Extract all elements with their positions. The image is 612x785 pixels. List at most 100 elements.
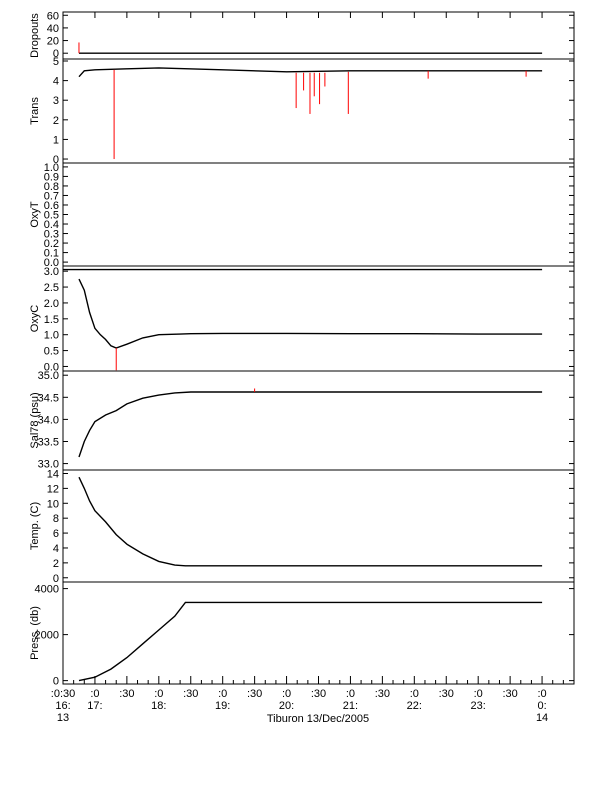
- x-tick-hour-label: 18:: [151, 700, 166, 712]
- x-tick-label: :30: [375, 688, 390, 700]
- y-tick-label: 34.0: [38, 414, 59, 426]
- x-tick-hour-label: 16:: [55, 700, 70, 712]
- x-tick-label: :0: [410, 688, 419, 700]
- y-tick-label: 33.0: [38, 459, 59, 471]
- y-tick-label: 0: [53, 676, 59, 688]
- y-tick-label: 0.5: [44, 346, 59, 358]
- x-day-label-end: 14: [536, 712, 548, 724]
- x-axis-title: Tiburon 13/Dec/2005: [267, 713, 369, 725]
- y-axis-label: Sal78 (psu): [29, 392, 41, 448]
- y-tick-label: 20: [47, 36, 59, 48]
- y-tick-label: 0.2: [44, 238, 59, 250]
- y-tick-label: 1.0: [44, 330, 59, 342]
- y-tick-label: 4: [53, 76, 59, 88]
- data-series-line: [78, 391, 543, 458]
- y-tick-label: 0.0: [44, 257, 59, 269]
- y-tick-label: 4000: [35, 584, 59, 596]
- y-tick-label: 0.3: [44, 229, 59, 241]
- y-tick-label: 12: [47, 483, 59, 495]
- x-tick-label: :30: [502, 688, 517, 700]
- x-tick-hour-label: 21:: [343, 700, 358, 712]
- y-tick-label: 60: [47, 10, 59, 22]
- data-series-line: [78, 601, 543, 682]
- x-tick-label: :0: [90, 688, 99, 700]
- panel-frame: [62, 58, 575, 164]
- y-tick-label: 3: [53, 95, 59, 107]
- x-tick-label: :30: [183, 688, 198, 700]
- x-tick-hour-label: 0:: [537, 700, 546, 712]
- y-tick-label: 0.5: [44, 210, 59, 222]
- x-tick-hour-label: 20:: [279, 700, 294, 712]
- panel-7: 0 2000 4000 Press. (db): [29, 581, 575, 688]
- x-tick-label: :0:30: [51, 688, 75, 700]
- y-tick-label: 0.6: [44, 200, 59, 212]
- panel-frame: [62, 370, 575, 471]
- x-tick-hour-label: 19:: [215, 700, 230, 712]
- x-tick-label: :0: [346, 688, 355, 700]
- y-tick-label: 0.7: [44, 190, 59, 202]
- y-tick-label: 0.9: [44, 171, 59, 183]
- y-tick-label: 40: [47, 23, 59, 35]
- y-tick-label: 5: [53, 56, 59, 68]
- panel-frame: [62, 581, 575, 685]
- y-tick-label: 0: [53, 573, 59, 585]
- panel-6: 0 2 4 6 8 10 12 14 Temp. (C): [29, 468, 575, 585]
- panel-5: 33.0 33.5 34.0 34.5 35.0 Sal78 (psu): [29, 370, 575, 471]
- x-tick-label: :0: [537, 688, 546, 700]
- y-tick-label: 3.0: [44, 266, 59, 278]
- y-axis-label: Press. (db): [29, 606, 41, 660]
- y-tick-label: 34.5: [38, 392, 59, 404]
- x-tick-hour-label: 17:: [87, 700, 102, 712]
- y-tick-label: 0.4: [44, 219, 59, 231]
- panel-frame: [62, 11, 575, 60]
- time-axis-group: :0:3016::017::30:018::30:019::30:020::30…: [51, 12, 564, 724]
- y-tick-label: 10: [47, 498, 59, 510]
- y-tick-label: 0: [53, 48, 59, 60]
- y-tick-label: 33.5: [38, 436, 59, 448]
- y-axis-label: OxyT: [29, 201, 41, 228]
- x-tick-label: :0: [474, 688, 483, 700]
- x-tick-label: :0: [154, 688, 163, 700]
- y-tick-label: 2.0: [44, 298, 59, 310]
- panel-4: 0.0 0.5 1.0 1.5 2.0 2.5 3.0 OxyC: [29, 265, 575, 373]
- x-tick-hour-label: 22:: [407, 700, 422, 712]
- panels-group: 0204060Dropouts012345Trans0.00.10.20.30.…: [29, 10, 575, 688]
- x-tick-label: :0: [282, 688, 291, 700]
- y-tick-label: 2000: [35, 630, 59, 642]
- data-series-line: [78, 67, 543, 78]
- y-axis-label: Dropouts: [29, 13, 41, 58]
- y-axis-label: Trans: [29, 97, 41, 125]
- y-tick-label: 14: [47, 468, 59, 480]
- x-tick-label: :30: [119, 688, 134, 700]
- data-series-line: [78, 278, 543, 349]
- y-tick-label: 1: [53, 134, 59, 146]
- y-axis-label: OxyC: [29, 305, 41, 333]
- y-tick-label: 6: [53, 528, 59, 540]
- y-tick-label: 2: [53, 115, 59, 127]
- y-tick-label: 2: [53, 558, 59, 570]
- x-day-label-start: 13: [57, 712, 69, 724]
- y-tick-label: 0.8: [44, 181, 59, 193]
- y-tick-label: 0: [53, 154, 59, 166]
- x-tick-label: :30: [247, 688, 262, 700]
- y-axis-label: Temp. (C): [29, 502, 41, 550]
- y-tick-label: 35.0: [38, 370, 59, 382]
- y-tick-label: 4: [53, 543, 59, 555]
- y-tick-label: 1.5: [44, 314, 59, 326]
- x-tick-label: :0: [218, 688, 227, 700]
- data-series-line: [78, 476, 543, 567]
- y-tick-label: 2.5: [44, 282, 59, 294]
- x-tick-label: :30: [439, 688, 454, 700]
- y-tick-label: 0.0: [44, 361, 59, 373]
- panel-3: 0.00.10.20.30.40.50.60.70.80.91.0 OxyT: [29, 162, 575, 269]
- y-tick-label: 8: [53, 513, 59, 525]
- y-tick-label: 1.0: [44, 162, 59, 174]
- panel-2: 0 1 2 3 4 5 Trans: [29, 56, 575, 166]
- panel-frame: [62, 265, 575, 372]
- panel-frame: [62, 162, 575, 267]
- x-tick-hour-label: 23:: [471, 700, 486, 712]
- y-tick-label: 0.1: [44, 248, 59, 260]
- x-tick-label: :30: [311, 688, 326, 700]
